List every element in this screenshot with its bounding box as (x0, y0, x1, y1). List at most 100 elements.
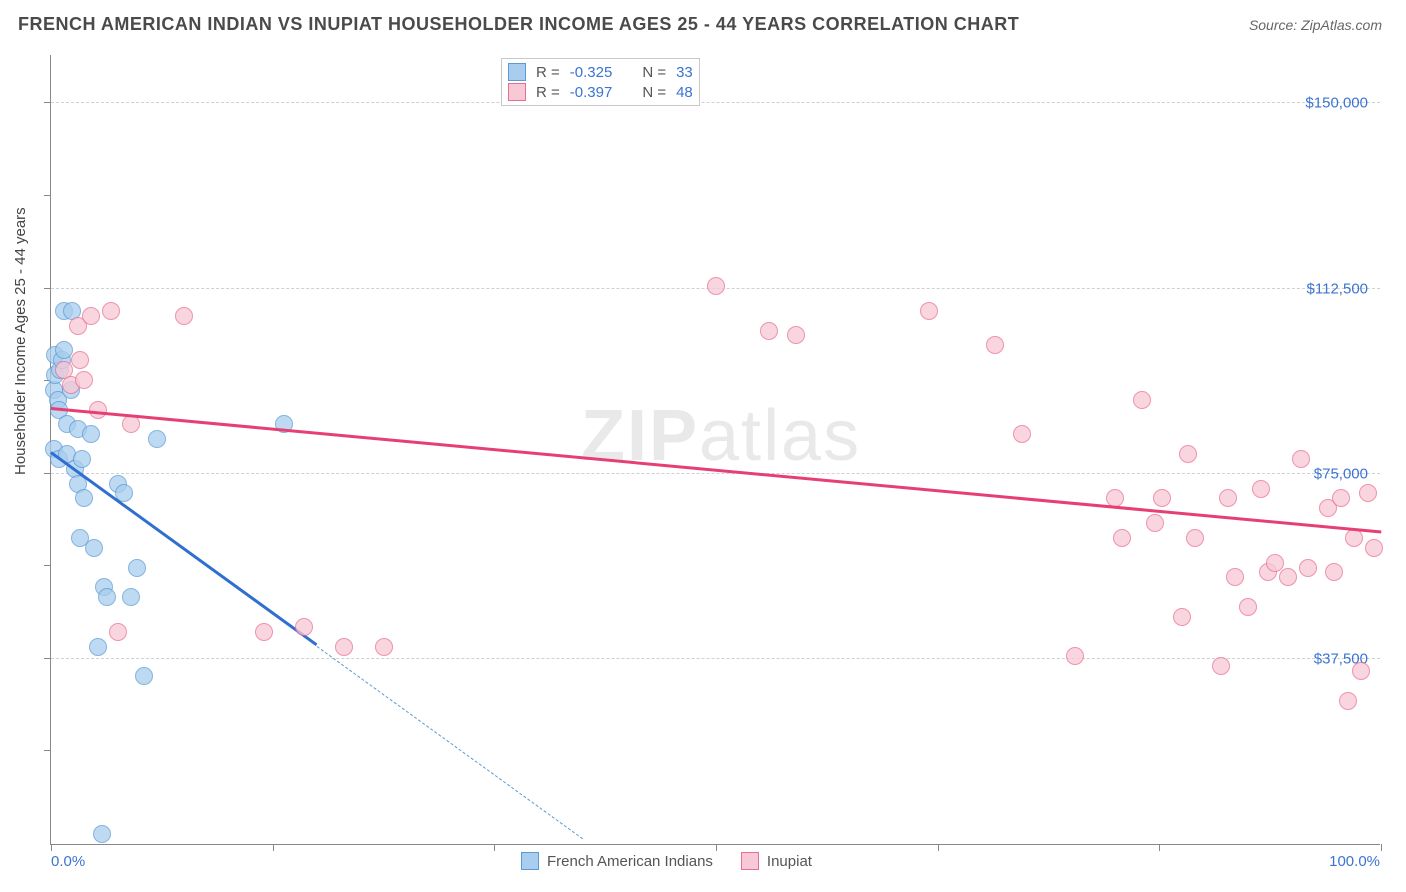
point-series-b (1332, 489, 1350, 507)
point-series-a (98, 588, 116, 606)
stats-row: R = -0.325 N = 33 (508, 63, 693, 81)
y-tick (44, 102, 51, 103)
plot-region: ZIPatlas $37,500$75,000$112,500$150,0000… (50, 55, 1380, 845)
point-series-b (1292, 450, 1310, 468)
point-series-b (255, 623, 273, 641)
legend-swatch-icon (508, 83, 526, 101)
point-series-b (1146, 514, 1164, 532)
point-series-b (89, 401, 107, 419)
stats-n-label: N = (642, 64, 666, 81)
stats-r-value: -0.325 (570, 64, 613, 81)
y-tick (44, 473, 51, 474)
point-series-a (128, 559, 146, 577)
source-attribution: Source: ZipAtlas.com (1249, 17, 1382, 33)
point-series-b (707, 277, 725, 295)
point-series-b (1339, 692, 1357, 710)
gridline-h (51, 473, 1380, 474)
point-series-b (71, 351, 89, 369)
point-series-b (1345, 529, 1363, 547)
point-series-b (787, 326, 805, 344)
point-series-b (1066, 647, 1084, 665)
point-series-a (85, 539, 103, 557)
point-series-b (1365, 539, 1383, 557)
x-tick (51, 844, 52, 851)
point-series-a (122, 588, 140, 606)
point-series-b (1239, 598, 1257, 616)
header: FRENCH AMERICAN INDIAN VS INUPIAT HOUSEH… (0, 0, 1406, 45)
point-series-b (1266, 554, 1284, 572)
point-series-b (109, 623, 127, 641)
point-series-b (920, 302, 938, 320)
legend: French American Indians Inupiat (521, 852, 812, 870)
point-series-b (1153, 489, 1171, 507)
regression-line-b (51, 407, 1381, 533)
watermark-light: atlas (699, 396, 861, 476)
point-series-b (295, 618, 313, 636)
gridline-h (51, 102, 1380, 103)
point-series-a (89, 638, 107, 656)
point-series-b (375, 638, 393, 656)
y-tick (44, 565, 51, 566)
x-tick (273, 844, 274, 851)
legend-swatch-icon (508, 63, 526, 81)
stats-r-value: -0.397 (570, 84, 613, 101)
y-tick-label: $75,000 (1314, 465, 1368, 482)
point-series-b (1279, 568, 1297, 586)
legend-label: Inupiat (767, 853, 812, 870)
y-axis-label: Householder Income Ages 25 - 44 years (12, 207, 29, 475)
y-tick (44, 658, 51, 659)
point-series-a (73, 450, 91, 468)
point-series-b (75, 371, 93, 389)
point-series-b (1212, 657, 1230, 675)
stats-n-value: 48 (676, 84, 693, 101)
point-series-b (335, 638, 353, 656)
y-tick (44, 288, 51, 289)
chart-title: FRENCH AMERICAN INDIAN VS INUPIAT HOUSEH… (18, 14, 1019, 35)
x-tick (1381, 844, 1382, 851)
legend-item: French American Indians (521, 852, 713, 870)
point-series-b (1133, 391, 1151, 409)
point-series-b (1179, 445, 1197, 463)
regression-extrapolation (317, 646, 584, 839)
stats-row: R = -0.397 N = 48 (508, 83, 693, 101)
point-series-a (93, 825, 111, 843)
point-series-b (102, 302, 120, 320)
x-axis-label-right: 100.0% (1329, 853, 1380, 870)
source-name: ZipAtlas.com (1301, 17, 1382, 33)
point-series-b (1013, 425, 1031, 443)
point-series-b (986, 336, 1004, 354)
chart-area: Householder Income Ages 25 - 44 years ZI… (0, 45, 1406, 885)
y-tick-label: $112,500 (1307, 280, 1368, 297)
stats-r-label: R = (536, 84, 560, 101)
legend-label: French American Indians (547, 853, 713, 870)
stats-box: R = -0.325 N = 33 R = -0.397 N = 48 (501, 58, 700, 106)
point-series-b (1113, 529, 1131, 547)
x-tick (494, 844, 495, 851)
legend-swatch-icon (521, 852, 539, 870)
source-label: Source: (1249, 17, 1301, 33)
y-tick (44, 195, 51, 196)
point-series-b (1299, 559, 1317, 577)
point-series-b (1359, 484, 1377, 502)
point-series-b (122, 415, 140, 433)
x-axis-label-left: 0.0% (51, 853, 85, 870)
legend-swatch-icon (741, 852, 759, 870)
y-tick-label: $150,000 (1305, 95, 1368, 112)
point-series-b (1173, 608, 1191, 626)
point-series-b (1325, 563, 1343, 581)
stats-r-label: R = (536, 64, 560, 81)
point-series-b (760, 322, 778, 340)
point-series-b (1226, 568, 1244, 586)
watermark: ZIPatlas (581, 395, 861, 477)
point-series-b (1252, 480, 1270, 498)
y-tick (44, 750, 51, 751)
stats-n-label: N = (642, 84, 666, 101)
point-series-a (75, 489, 93, 507)
x-tick (938, 844, 939, 851)
point-series-a (55, 341, 73, 359)
point-series-b (1352, 662, 1370, 680)
point-series-b (1186, 529, 1204, 547)
stats-n-value: 33 (676, 64, 693, 81)
gridline-h (51, 658, 1380, 659)
point-series-b (82, 307, 100, 325)
